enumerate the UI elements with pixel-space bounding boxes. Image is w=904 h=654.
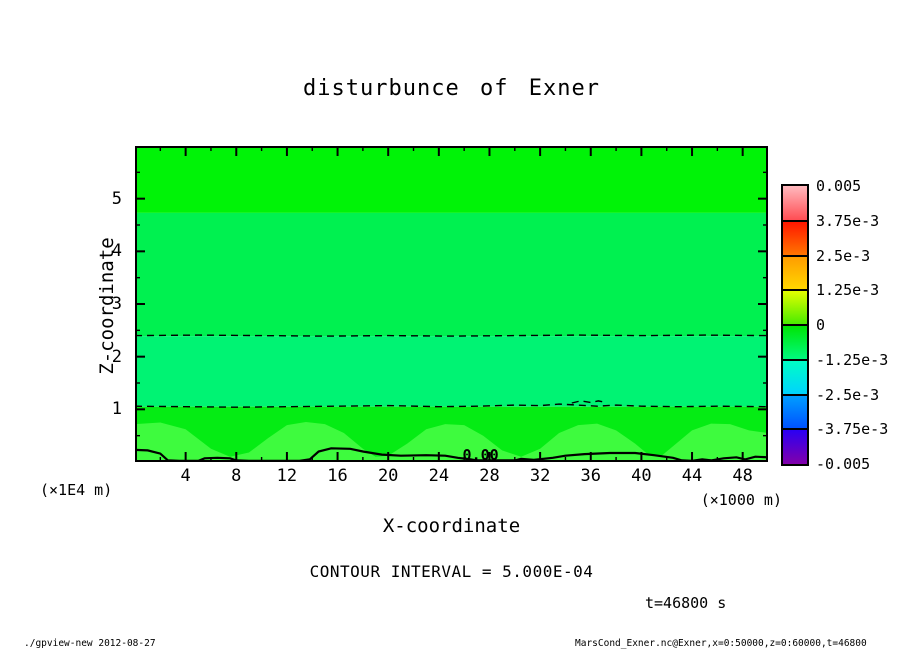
negative-contour-line	[571, 400, 607, 404]
y-tick-label: 1	[111, 399, 122, 420]
x-tick-label: 28	[479, 466, 500, 486]
fill-band	[135, 212, 768, 337]
colorbar-divider	[783, 254, 807, 257]
colorbar-segment	[783, 186, 807, 221]
colorbar-divider	[783, 393, 807, 396]
x-tick-label: 12	[276, 466, 298, 486]
colorbar-segment	[783, 429, 807, 464]
y-axis-unit: (×1E4 m)	[40, 481, 113, 499]
colorbar-divider	[783, 358, 807, 361]
colorbar	[781, 184, 809, 466]
colorbar-divider	[783, 289, 807, 292]
x-tick-label: 40	[631, 466, 652, 486]
colorbar-tick-label: 2.5e-3	[816, 246, 871, 265]
x-tick-label: 36	[580, 466, 601, 486]
x-tick-label: 44	[681, 466, 703, 486]
colorbar-tick-label: 0.005	[816, 177, 862, 195]
x-axis-label: X-coordinate	[382, 515, 521, 537]
y-tick-label: 4	[111, 241, 122, 262]
x-tick-label: 20	[377, 466, 399, 486]
colorbar-tick-label: -0.005	[816, 455, 871, 473]
plot-title: disturbunce of Exner	[303, 76, 600, 101]
colorbar-segment	[783, 290, 807, 325]
x-tick-label: 4	[180, 466, 191, 486]
y-tick-label: 3	[111, 294, 122, 314]
zero-contour-label: 0.00	[462, 446, 499, 464]
colorbar-segment	[783, 359, 807, 395]
colorbar-divider	[783, 428, 807, 431]
colorbar-tick-label: 1.25e-3	[816, 281, 880, 300]
footer-command-text: ./gpview-new 2012-08-27	[24, 638, 156, 649]
x-tick-label: 24	[428, 466, 450, 486]
time-annotation: t=46800 s	[645, 594, 727, 612]
colorbar-tick-label: -1.25e-3	[816, 350, 889, 369]
colorbar-tick-label: -3.75e-3	[816, 420, 889, 439]
fill-band	[135, 146, 768, 213]
x-tick-label: 32	[529, 466, 551, 486]
x-tick-label: 16	[327, 466, 348, 486]
x-tick-label: 48	[732, 466, 753, 486]
fill-band	[135, 336, 768, 407]
colorbar-divider	[783, 324, 807, 326]
footer-source-text: MarsCond_Exner.nc@Exner,x=0:50000,z=0:60…	[575, 638, 867, 649]
colorbar-tick-label: -2.5e-3	[816, 385, 880, 404]
colorbar-segment	[783, 394, 807, 430]
x-axis-unit: (×1000 m)	[700, 491, 782, 509]
colorbar-segment	[783, 325, 807, 360]
colorbar-segment	[783, 255, 807, 291]
contour-interval-text: CONTOUR INTERVAL = 5.000E-04	[309, 562, 594, 581]
plot-frame	[135, 146, 768, 462]
colorbar-segment	[783, 220, 807, 256]
colorbar-tick-label: 0	[816, 316, 826, 334]
colorbar-tick-label: 3.75e-3	[816, 211, 880, 230]
contour-plot-canvas	[135, 146, 768, 462]
x-tick-label: 8	[231, 466, 242, 486]
y-tick-label: 5	[111, 188, 122, 209]
colorbar-divider	[783, 219, 807, 222]
y-tick-label: 2	[111, 346, 122, 367]
negative-contour-line	[135, 334, 768, 337]
